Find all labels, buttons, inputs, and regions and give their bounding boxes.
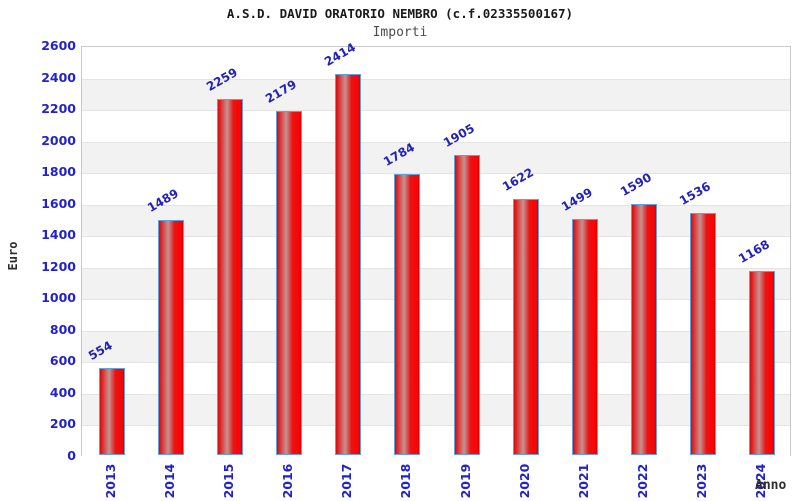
bar-2016 (276, 111, 303, 455)
y-tick-label: 600 (49, 353, 76, 369)
y-tick-label: 2400 (41, 69, 76, 85)
y-tick-label: 800 (49, 321, 76, 337)
y-tick-label: 2000 (41, 132, 76, 148)
x-tick-label: 2022 (635, 463, 651, 499)
grid-band (82, 110, 790, 142)
x-tick-label: 2014 (161, 463, 177, 499)
bar-2021 (571, 218, 598, 455)
bar-2014 (157, 220, 184, 455)
x-tick-label: 2018 (398, 463, 414, 499)
grid-band (82, 204, 790, 237)
bar-2024 (749, 270, 776, 455)
chart-subtitle: Importi (372, 25, 428, 40)
grid-band (82, 425, 790, 457)
y-tick-label: 200 (49, 416, 76, 432)
x-tick-label: 2017 (339, 463, 355, 499)
chart-plot-area: 554 1489 2259 2179 2414 1784 1905 1622 1499 1590 1… (81, 41, 791, 457)
grid-band (82, 47, 790, 79)
grid-band (82, 267, 790, 300)
grid-band (82, 393, 790, 426)
x-tick-label: 2015 (220, 463, 236, 499)
grid-band (82, 362, 790, 394)
bar-2018 (394, 173, 421, 455)
bar-2017 (335, 74, 362, 455)
x-tick-label: 2019 (457, 463, 473, 499)
x-tick-label: 2016 (280, 463, 296, 499)
chart-title: A.S.D. DAVID ORATORIO NEMBRO (c.f.023355… (226, 6, 574, 21)
grid-band (82, 330, 790, 363)
y-tick-label: 2200 (41, 101, 76, 117)
y-tick-label: 0 (67, 448, 76, 463)
y-tick-label: 1400 (41, 227, 76, 243)
bar-2019 (453, 154, 480, 455)
bar-2020 (512, 199, 539, 455)
y-tick-label: 1000 (41, 290, 76, 306)
x-tick-label: 2020 (516, 463, 532, 499)
bar-2013 (98, 367, 125, 455)
bar-2022 (631, 204, 658, 455)
y-tick-label: 1800 (41, 164, 76, 180)
bar-2015 (216, 98, 243, 455)
y-tick-label: 1200 (41, 258, 76, 274)
bar-2023 (690, 212, 717, 455)
x-tick-label: 2023 (694, 463, 710, 499)
y-tick-label: 400 (49, 384, 76, 400)
x-tick-label: 2021 (575, 463, 591, 499)
grid-band (82, 141, 790, 174)
x-axis-title: Anno (755, 478, 787, 493)
y-axis-title: Euro (6, 241, 20, 271)
x-tick-label: 2013 (102, 463, 118, 499)
grid-band (82, 173, 790, 205)
grid-band (82, 299, 790, 331)
y-tick-label: 2600 (41, 38, 76, 53)
grid-band (82, 236, 790, 268)
grid-band (82, 78, 790, 111)
y-tick-label: 1600 (41, 195, 76, 211)
